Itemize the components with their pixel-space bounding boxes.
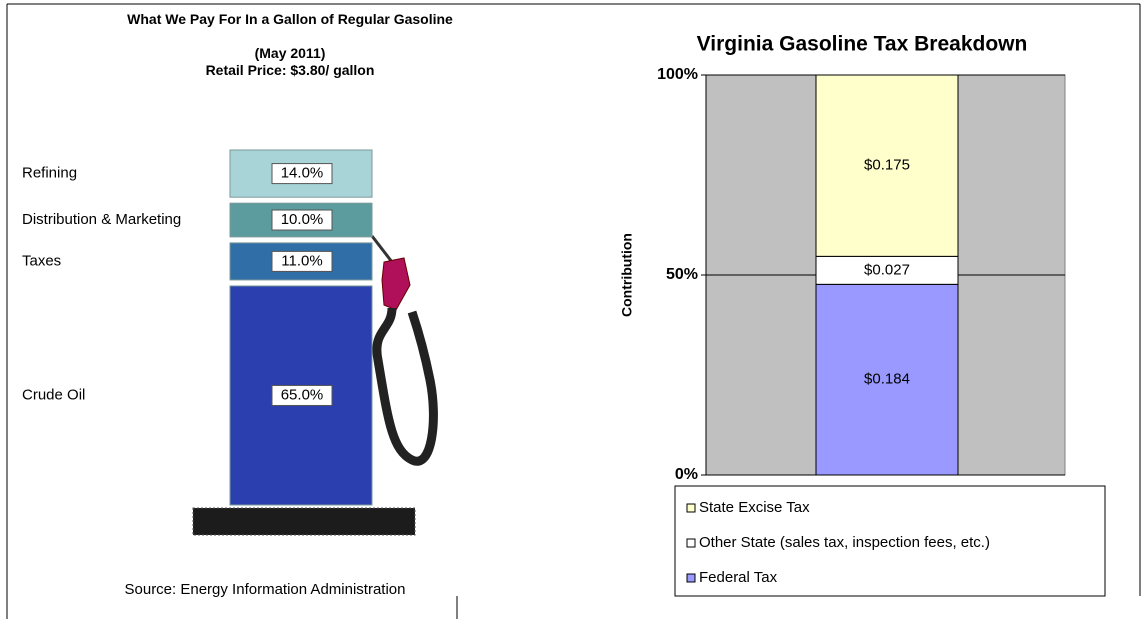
source: Source: Energy Information Administratio…: [125, 581, 406, 598]
value-label: 11.0%: [281, 252, 322, 269]
pump-base: [193, 508, 415, 535]
legend-swatch: [687, 504, 695, 512]
y-tick-label: 0%: [675, 466, 698, 483]
y-tick-label: 50%: [666, 266, 698, 283]
y-axis-label: Contribution: [619, 233, 635, 317]
value-label: 14.0%: [281, 165, 324, 182]
legend-swatch: [687, 539, 695, 547]
category-label: Distribution & Marketing: [22, 211, 181, 228]
value-label: 10.0%: [281, 211, 324, 228]
y-tick-label: 100%: [657, 66, 698, 83]
value-label: $0.027: [864, 261, 910, 278]
pump-subtitle: (May 2011): [125, 45, 455, 62]
value-label: $0.184: [864, 371, 910, 388]
legend-label: Other State (sales tax, inspection fees,…: [699, 534, 990, 551]
legend-label: State Excise Tax: [699, 499, 810, 516]
canvas: Source: Energy Information Administratio…: [0, 0, 1146, 619]
legend-label: Federal Tax: [699, 569, 778, 586]
page: Source: Energy Information Administratio…: [0, 0, 1146, 619]
legend-swatch: [687, 574, 695, 582]
pump-title: What We Pay For In a Gallon of Regular G…: [125, 11, 455, 28]
chart-title: Virginia Gasoline Tax Breakdown: [697, 33, 1028, 56]
value-label: $0.175: [864, 157, 910, 174]
category-label: Refining: [22, 165, 77, 182]
pump-hose: [372, 236, 433, 461]
value-label: 65.0%: [281, 386, 324, 403]
pump-annotation: Retail Price: $3.80/ gallon: [125, 62, 455, 79]
category-label: Crude Oil: [22, 386, 85, 403]
category-label: Taxes: [22, 252, 61, 269]
